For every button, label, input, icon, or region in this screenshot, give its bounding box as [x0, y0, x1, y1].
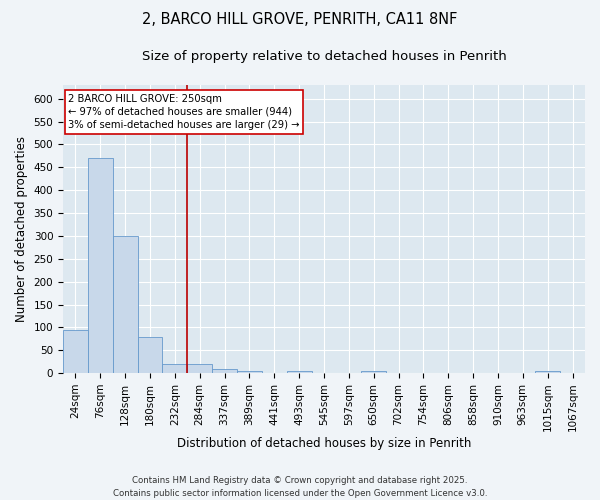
Text: 2, BARCO HILL GROVE, PENRITH, CA11 8NF: 2, BARCO HILL GROVE, PENRITH, CA11 8NF — [142, 12, 458, 28]
Bar — [535, 372, 560, 373]
Bar — [163, 364, 187, 373]
Bar — [212, 370, 237, 373]
Y-axis label: Number of detached properties: Number of detached properties — [15, 136, 28, 322]
Bar — [237, 372, 262, 373]
Title: Size of property relative to detached houses in Penrith: Size of property relative to detached ho… — [142, 50, 506, 63]
Bar — [137, 338, 163, 373]
Bar — [88, 158, 113, 373]
X-axis label: Distribution of detached houses by size in Penrith: Distribution of detached houses by size … — [177, 437, 471, 450]
Bar — [287, 371, 311, 373]
Text: 2 BARCO HILL GROVE: 250sqm
← 97% of detached houses are smaller (944)
3% of semi: 2 BARCO HILL GROVE: 250sqm ← 97% of deta… — [68, 94, 300, 130]
Bar — [63, 330, 88, 373]
Bar — [361, 371, 386, 373]
Text: Contains HM Land Registry data © Crown copyright and database right 2025.
Contai: Contains HM Land Registry data © Crown c… — [113, 476, 487, 498]
Bar — [187, 364, 212, 373]
Bar — [113, 236, 137, 373]
